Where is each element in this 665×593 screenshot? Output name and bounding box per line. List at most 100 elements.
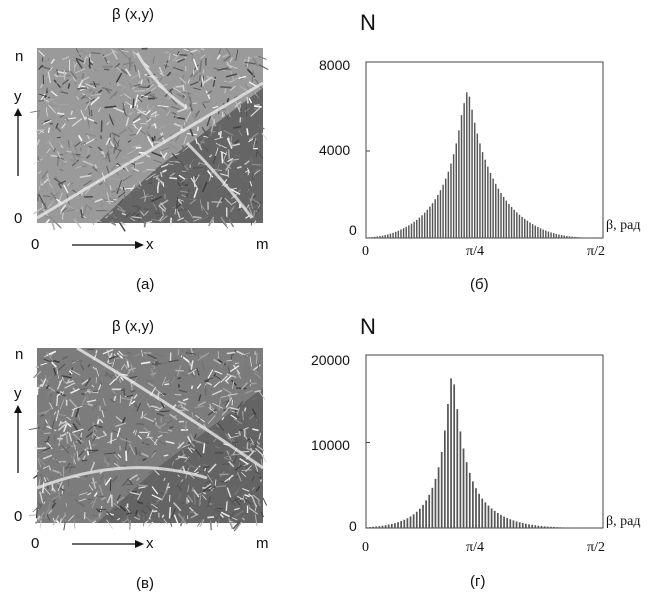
texture-stroke bbox=[63, 219, 68, 223]
texture-stroke bbox=[215, 423, 220, 428]
texture-stroke bbox=[252, 428, 259, 432]
texture-stroke bbox=[216, 143, 221, 147]
texture-stroke bbox=[193, 187, 199, 199]
histogram-bar bbox=[559, 527, 562, 528]
texture-stroke bbox=[38, 499, 46, 510]
texture-stroke bbox=[183, 121, 186, 126]
texture-stroke bbox=[51, 502, 56, 509]
texture-stroke bbox=[147, 124, 151, 130]
texture-stroke bbox=[43, 487, 51, 495]
texture-stroke bbox=[190, 81, 199, 86]
texture-stroke bbox=[157, 175, 160, 181]
histogram-xtick-0-1: 0 bbox=[362, 244, 369, 259]
texture-stroke bbox=[215, 147, 219, 157]
texture-stroke bbox=[156, 181, 160, 190]
texture-stroke bbox=[103, 408, 108, 411]
texture-stroke bbox=[87, 172, 93, 176]
texture-stroke bbox=[246, 56, 250, 67]
texture-stroke bbox=[91, 52, 101, 54]
texture-stroke bbox=[171, 77, 176, 81]
texture-stroke bbox=[236, 437, 239, 445]
texture-stroke bbox=[117, 204, 126, 213]
texture-stroke bbox=[74, 68, 86, 74]
texture-stroke bbox=[72, 359, 79, 364]
texture-stroke bbox=[231, 201, 237, 205]
texture-stroke bbox=[77, 457, 81, 462]
texture-stroke bbox=[96, 419, 100, 425]
texture-stroke bbox=[127, 367, 136, 372]
texture-stroke bbox=[46, 442, 53, 450]
texture-stroke bbox=[202, 69, 205, 74]
texture-stroke bbox=[247, 448, 257, 452]
texture-stroke bbox=[192, 58, 199, 71]
texture-stroke bbox=[55, 126, 62, 133]
texture-stroke bbox=[45, 351, 54, 362]
texture-stroke bbox=[153, 469, 160, 476]
texture-stroke bbox=[89, 461, 96, 472]
texture-stroke bbox=[38, 210, 44, 213]
texture-stroke bbox=[93, 121, 98, 125]
texture-stroke bbox=[180, 502, 185, 504]
texture-stroke bbox=[62, 55, 70, 61]
texture-stroke bbox=[84, 82, 96, 89]
texture-stroke bbox=[243, 59, 247, 64]
texture-stroke bbox=[70, 110, 74, 116]
texture-stroke bbox=[145, 173, 156, 181]
texture-stroke bbox=[195, 449, 202, 458]
texture-stroke bbox=[244, 350, 253, 357]
texture-stroke bbox=[243, 497, 252, 506]
texture-stroke bbox=[88, 497, 92, 500]
texture-stroke bbox=[119, 437, 132, 444]
image-title-b: β (x,y) bbox=[112, 318, 154, 335]
texture-stroke bbox=[136, 402, 141, 412]
texture-stroke bbox=[125, 438, 128, 451]
texture-stroke bbox=[145, 154, 151, 158]
histogram-bar bbox=[460, 115, 463, 238]
texture-stroke bbox=[36, 112, 40, 119]
texture-stroke bbox=[110, 48, 119, 54]
texture-stroke bbox=[246, 128, 249, 136]
texture-stroke bbox=[55, 123, 59, 129]
histogram-bar bbox=[392, 232, 394, 238]
texture-stroke bbox=[92, 366, 97, 370]
texture-stroke bbox=[183, 48, 189, 52]
texture-stroke bbox=[202, 443, 206, 454]
texture-stroke bbox=[155, 424, 162, 430]
texture-stroke bbox=[60, 447, 68, 451]
histogram-bar bbox=[369, 527, 371, 528]
texture-stroke bbox=[61, 355, 68, 360]
texture-stroke bbox=[143, 220, 147, 228]
texture-stroke bbox=[135, 146, 142, 149]
texture-stroke bbox=[39, 450, 45, 454]
texture-stroke bbox=[193, 433, 197, 439]
texture-stroke bbox=[152, 419, 158, 425]
texture-stroke bbox=[72, 387, 76, 392]
image-origin-label-b: 0 bbox=[31, 535, 40, 552]
texture-stroke bbox=[111, 132, 120, 138]
histogram-ytick-bottom-1: 0 bbox=[349, 222, 357, 238]
texture-stroke bbox=[241, 119, 244, 123]
texture-stroke bbox=[162, 169, 167, 173]
texture-stroke bbox=[213, 507, 217, 514]
texture-stroke bbox=[183, 516, 188, 525]
texture-stroke bbox=[37, 502, 42, 508]
texture-stroke bbox=[235, 49, 239, 61]
texture-stroke bbox=[116, 162, 125, 170]
image-x-letter-a: x bbox=[146, 236, 154, 253]
texture-stroke bbox=[249, 437, 254, 444]
texture-stroke bbox=[62, 390, 65, 396]
texture-stroke bbox=[107, 438, 117, 444]
texture-stroke bbox=[251, 462, 255, 468]
texture-stroke bbox=[112, 106, 125, 113]
texture-stroke bbox=[45, 107, 48, 117]
texture-stroke bbox=[69, 369, 81, 376]
texture-stroke bbox=[77, 93, 83, 103]
texture-stroke bbox=[63, 152, 68, 155]
texture-stroke bbox=[75, 419, 81, 426]
texture-stroke bbox=[244, 493, 250, 498]
texture-stroke bbox=[232, 125, 242, 129]
texture-stroke bbox=[104, 452, 116, 455]
texture-stroke bbox=[161, 489, 168, 501]
image-title-a: β (x,y) bbox=[112, 6, 154, 23]
texture-stroke bbox=[251, 397, 258, 401]
